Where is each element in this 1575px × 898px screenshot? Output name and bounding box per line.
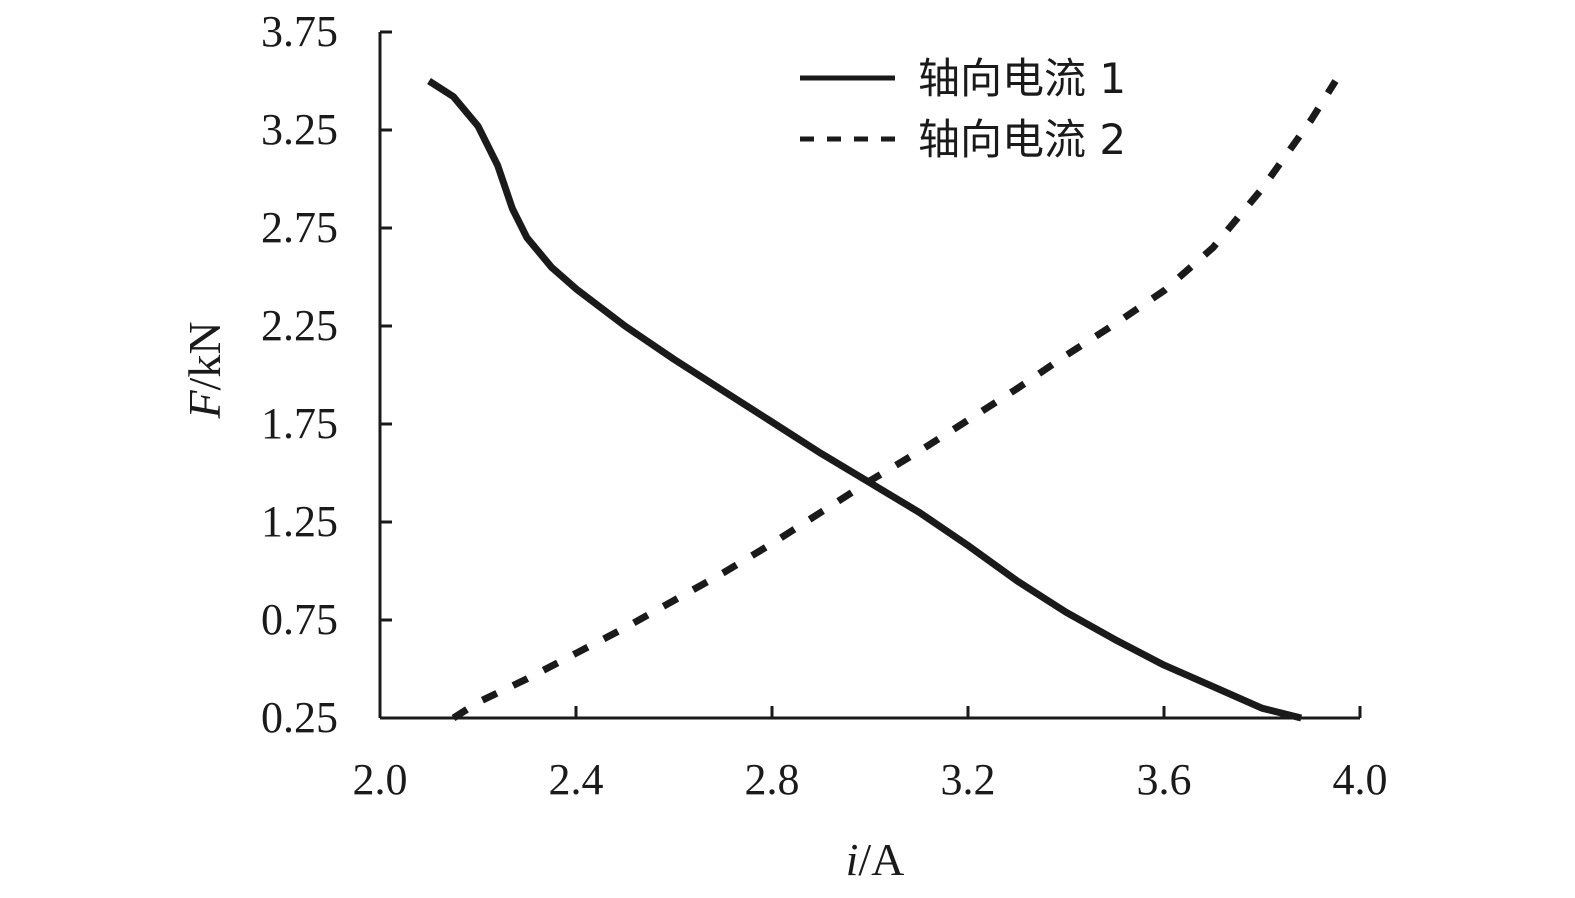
y-tick-label: 0.25 (261, 693, 338, 742)
series-1-solid-line (427, 78, 1303, 722)
y-tick-label: 1.75 (261, 399, 338, 448)
x-tick-label: 3.6 (1137, 755, 1192, 804)
series-layer (427, 78, 1339, 722)
x-tick-label: 4.0 (1333, 755, 1388, 804)
axes: 2.0 2.4 2.8 3.2 3.6 4.0 0.25 0.75 1.25 1.75 2.25 2.… (261, 7, 1388, 804)
series-2-dashed-line (451, 79, 1339, 721)
legend-label-series-2: 轴向电流 2 (918, 115, 1126, 164)
y-tick-label: 1.25 (261, 497, 338, 546)
x-tick-label: 2.4 (549, 755, 604, 804)
legend: 轴向电流 1 轴向电流 2 (800, 54, 1126, 164)
y-tick-label: 0.75 (261, 595, 338, 644)
x-tick-label: 2.8 (745, 755, 800, 804)
y-axis-label: F/kN (179, 321, 230, 419)
y-tick-label: 3.25 (261, 105, 338, 154)
y-tick-label: 2.25 (261, 301, 338, 350)
y-tick-label: 3.75 (261, 7, 338, 56)
x-tick-label: 3.2 (941, 755, 996, 804)
y-tick-label: 2.75 (261, 203, 338, 252)
legend-label-series-1: 轴向电流 1 (918, 54, 1126, 103)
x-axis-label: i/A (846, 834, 905, 885)
x-tick-label: 2.0 (353, 755, 408, 804)
